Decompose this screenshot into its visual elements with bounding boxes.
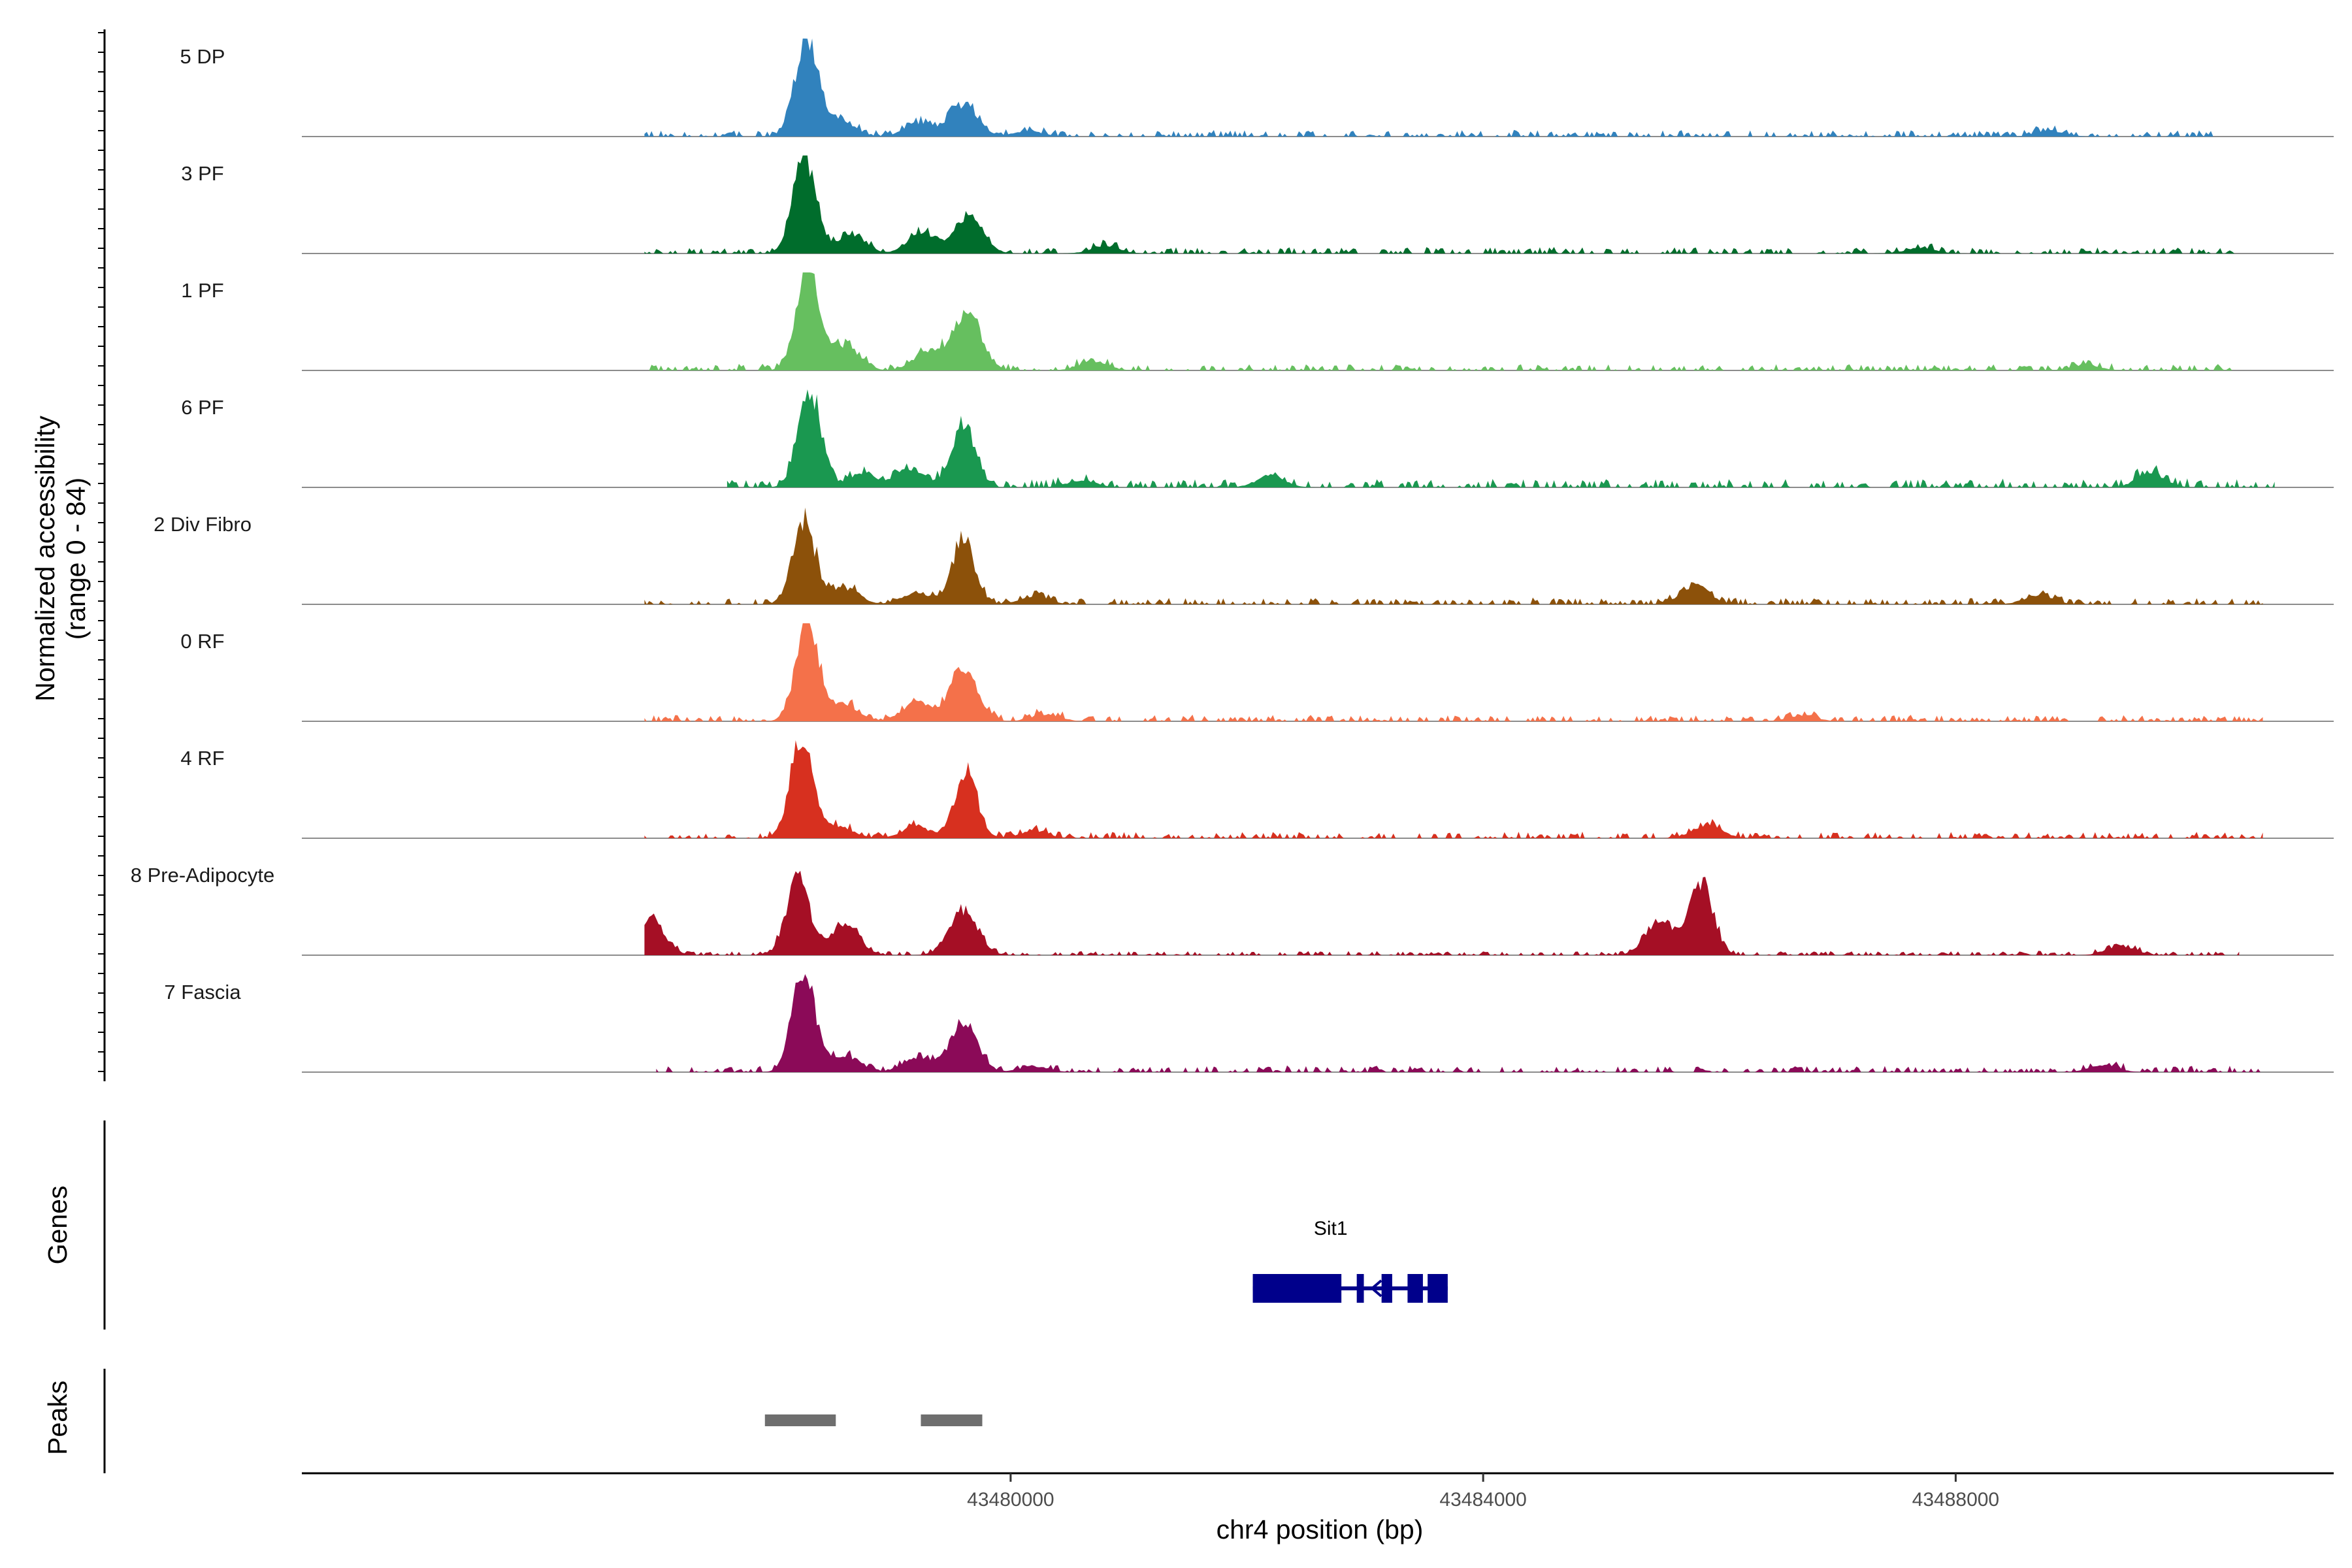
genes-panel: Sit1 — [103, 1120, 1448, 1330]
track-1-pf: 1 PF — [181, 272, 2334, 371]
x-axis-title: chr4 position (bp) — [1217, 1514, 1424, 1544]
y-axis-label-line1: Normalized accessibility — [30, 416, 60, 702]
track-0-rf: 0 RF — [180, 623, 2334, 722]
peak-range — [921, 1414, 983, 1426]
track-coverage-area — [727, 389, 2275, 487]
track-5-dp: 5 DP — [180, 39, 2334, 137]
track-8-pre-adipocyte: 8 Pre-Adipocyte — [131, 864, 2334, 956]
genes-panel-label: Genes — [42, 1186, 73, 1265]
track-label: 3 PF — [181, 162, 223, 185]
track-2-div-fibro: 2 Div Fibro — [154, 507, 2334, 605]
peak-range — [764, 1414, 836, 1426]
gene-exon — [1428, 1274, 1448, 1303]
gene-strand-arrow — [1370, 1279, 1382, 1298]
track-label: 5 DP — [180, 45, 225, 68]
y-axis — [98, 29, 106, 1081]
gene-exon — [1252, 1274, 1342, 1303]
track-6-pf: 6 PF — [181, 389, 2334, 488]
x-axis-tick-label: 43480000 — [967, 1489, 1054, 1511]
track-label: 8 Pre-Adipocyte — [131, 864, 275, 887]
track-label: 2 Div Fibro — [154, 513, 252, 536]
track-label: 6 PF — [181, 396, 223, 419]
accessibility-tracks: 5 DP 3 PF 1 PF 6 PF 2 Div Fibro 0 RF 4 RF 8 Pre… — [131, 39, 2334, 1073]
track-coverage-area — [644, 507, 2263, 604]
track-label: 7 Fascia — [164, 981, 241, 1004]
track-3-pf: 3 PF — [181, 155, 2334, 254]
x-axis-tick-label: 43488000 — [1912, 1489, 1999, 1511]
track-label: 1 PF — [181, 279, 223, 302]
track-coverage-area — [644, 623, 2263, 721]
track-7-fascia: 7 Fascia — [164, 974, 2334, 1073]
gene-exon — [1381, 1274, 1392, 1303]
track-coverage-area — [644, 155, 2240, 253]
gene-name-label: Sit1 — [1314, 1218, 1348, 1239]
track-label: 0 RF — [180, 630, 224, 653]
gene-sit1: Sit1 — [1252, 1218, 1448, 1303]
track-coverage-area — [644, 272, 2240, 370]
gene-exon — [1407, 1274, 1423, 1303]
track-coverage-area — [644, 740, 2263, 838]
peaks-panel — [103, 1369, 983, 1473]
x-axis-tick-label: 43484000 — [1439, 1489, 1526, 1511]
track-4-rf: 4 RF — [180, 740, 2334, 839]
x-axis: 43480000 43484000 43488000 — [302, 1472, 2334, 1511]
gene-exon — [1356, 1274, 1364, 1303]
track-coverage-area — [644, 870, 2240, 955]
y-axis-label-line2: (range 0 - 84) — [61, 478, 91, 640]
peaks-panel-label: Peaks — [42, 1380, 73, 1455]
track-coverage-area — [644, 39, 2216, 137]
track-coverage-area — [656, 974, 2263, 1072]
track-label: 4 RF — [180, 747, 224, 770]
